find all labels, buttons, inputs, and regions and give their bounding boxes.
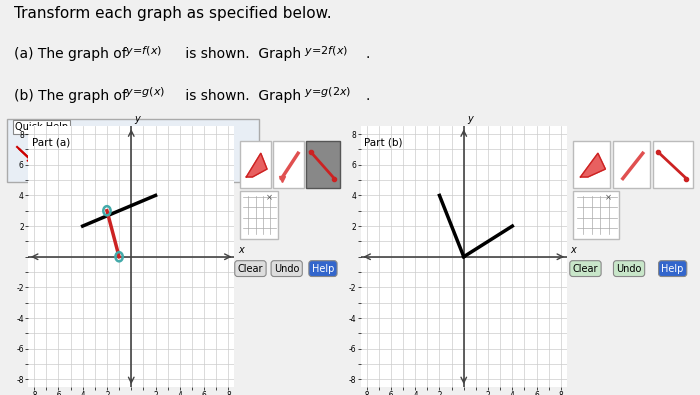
FancyBboxPatch shape xyxy=(652,141,692,188)
FancyBboxPatch shape xyxy=(240,191,279,239)
Text: Clear: Clear xyxy=(573,263,598,274)
Polygon shape xyxy=(246,153,267,177)
Text: ×: × xyxy=(604,193,611,202)
Text: $y\!=\!g(2x)$: $y\!=\!g(2x)$ xyxy=(304,85,352,99)
Text: x: x xyxy=(570,245,576,255)
Text: x: x xyxy=(238,245,244,255)
Text: $y\!=\!g(x)$: $y\!=\!g(x)$ xyxy=(125,85,165,99)
FancyBboxPatch shape xyxy=(307,141,340,188)
Text: Undo: Undo xyxy=(274,263,300,274)
Text: ×: × xyxy=(265,193,272,202)
Text: .: . xyxy=(365,47,370,61)
Text: .: . xyxy=(365,89,370,103)
Text: Quick Help: Quick Help xyxy=(15,122,68,132)
Text: Undo: Undo xyxy=(617,263,642,274)
Polygon shape xyxy=(580,153,606,177)
Text: How do I draw a line segment?: How do I draw a line segment? xyxy=(50,148,211,158)
FancyBboxPatch shape xyxy=(7,118,259,182)
Text: $y\!=\!2f(x)$: $y\!=\!2f(x)$ xyxy=(304,44,349,58)
Text: is shown.  Graph: is shown. Graph xyxy=(181,47,305,61)
Text: Part (a): Part (a) xyxy=(32,137,70,147)
FancyBboxPatch shape xyxy=(240,141,271,188)
FancyBboxPatch shape xyxy=(573,191,619,239)
Text: $y\!=\!f(x)$: $y\!=\!f(x)$ xyxy=(125,44,162,58)
Text: (a) The graph of: (a) The graph of xyxy=(14,47,131,61)
Text: Part (b): Part (b) xyxy=(364,137,402,147)
Text: y: y xyxy=(134,114,140,124)
FancyBboxPatch shape xyxy=(613,141,650,188)
FancyBboxPatch shape xyxy=(273,141,304,188)
Text: Help: Help xyxy=(662,263,684,274)
Text: Clear: Clear xyxy=(238,263,263,274)
Text: (b) The graph of: (b) The graph of xyxy=(14,89,132,103)
Text: y: y xyxy=(467,114,473,124)
Text: is shown.  Graph: is shown. Graph xyxy=(181,89,305,103)
Text: Help: Help xyxy=(312,263,334,274)
Text: Transform each graph as specified below.: Transform each graph as specified below. xyxy=(14,6,332,21)
FancyBboxPatch shape xyxy=(573,141,610,188)
